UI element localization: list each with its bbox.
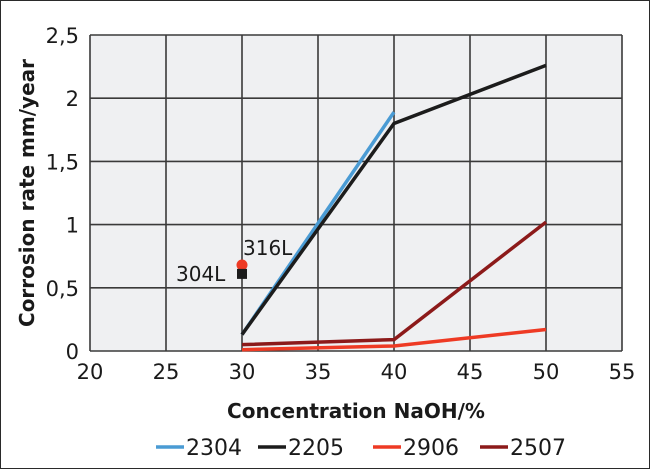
legend-label-2205: 2205 (288, 436, 344, 461)
x-tick-label: 20 (77, 360, 104, 384)
annotation-304L: 304L (176, 262, 226, 286)
x-axis-label: Concentration NaOH/% (227, 399, 485, 423)
series-line-2507 (241, 220, 548, 347)
y-tick-label: 2 (66, 87, 79, 111)
data-series (240, 63, 548, 352)
grid-lines (89, 34, 623, 352)
x-tick-label: 50 (533, 360, 560, 384)
legend-label-2507: 2507 (510, 436, 566, 461)
point-304L (237, 268, 247, 279)
x-tick-label: 25 (153, 360, 180, 384)
series-line-2906 (241, 327, 547, 352)
x-tick-label: 40 (381, 360, 408, 384)
point-316L (236, 259, 248, 271)
legend-label-2906: 2906 (403, 436, 459, 461)
x-tick-label: 35 (305, 360, 332, 384)
y-axis-label: Corrosion rate mm/year (15, 59, 39, 327)
plot-area (90, 35, 622, 351)
y-tick-label: 0 (66, 340, 79, 364)
legend-label-2304: 2304 (186, 436, 242, 461)
annotation-316L: 316L (243, 236, 293, 260)
legend: 2304 2205 2906 2507 (156, 436, 566, 461)
series-line-2205 (240, 63, 547, 336)
y-tick-label: 2,5 (46, 24, 79, 48)
data-points (236, 259, 248, 279)
y-tick-label: 1,5 (46, 150, 79, 174)
x-tick-label: 30 (229, 360, 256, 384)
y-tick-label: 0,5 (46, 277, 79, 301)
y-axis-ticks: 0 0,5 1 1,5 2 2,5 (46, 24, 79, 364)
x-axis-ticks: 20 25 30 35 40 45 50 55 (77, 360, 636, 384)
x-tick-label: 45 (457, 360, 484, 384)
x-tick-label: 55 (609, 360, 636, 384)
y-tick-label: 1 (66, 214, 79, 238)
